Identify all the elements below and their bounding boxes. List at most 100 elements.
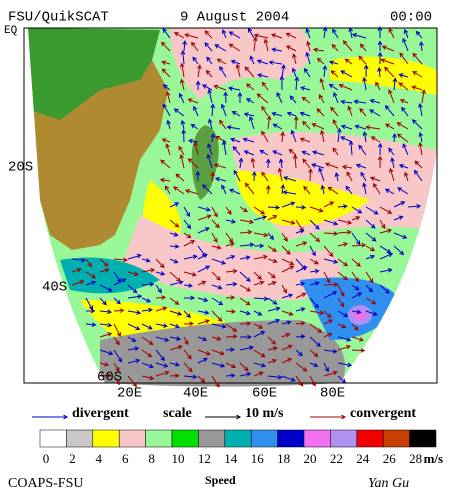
wind-arrow xyxy=(169,244,180,249)
wind-arrow xyxy=(99,373,112,378)
wind-arrow xyxy=(388,89,395,104)
wind-arrow xyxy=(337,229,352,235)
wind-arrow xyxy=(309,258,319,265)
wind-arrow xyxy=(351,271,359,283)
wind-arrow xyxy=(207,118,213,130)
wind-arrow xyxy=(169,345,183,351)
wind-arrow xyxy=(377,66,382,78)
wind-arrow xyxy=(204,42,213,52)
wind-arrow xyxy=(311,123,325,130)
wind-arrow xyxy=(323,258,339,264)
wind-arrow xyxy=(251,170,257,182)
wind-arrow xyxy=(184,33,199,39)
wind-arrow xyxy=(267,205,281,210)
wind-arrow xyxy=(219,65,227,78)
wind-arrow xyxy=(351,242,367,248)
wind-arrow xyxy=(159,177,171,183)
lon-label: 80E xyxy=(320,386,345,402)
wind-arrow xyxy=(179,153,185,169)
colorbar-swatch xyxy=(224,429,252,448)
wind-arrow xyxy=(337,258,349,267)
wind-arrow xyxy=(197,375,206,383)
wind-arrow xyxy=(213,84,227,91)
wind-arrow xyxy=(197,336,208,342)
wind-arrow xyxy=(165,91,171,104)
wind-arrow xyxy=(345,185,353,195)
wind-arrow xyxy=(113,349,123,363)
wind-arrow xyxy=(239,229,253,235)
wind-arrow xyxy=(267,280,277,286)
wind-arrow xyxy=(311,163,325,169)
wind-arrow xyxy=(141,349,153,358)
wind-arrow xyxy=(291,67,297,78)
wind-arrow xyxy=(239,310,251,316)
wind-arrow xyxy=(323,291,338,299)
wind-arrow xyxy=(418,103,423,117)
wind-arrow xyxy=(396,133,409,143)
speed-zone xyxy=(100,320,345,387)
wind-arrow xyxy=(127,294,143,299)
wind-arrow xyxy=(381,45,395,52)
wind-arrow xyxy=(295,362,308,372)
wind-arrow xyxy=(322,64,328,78)
wind-arrow xyxy=(253,371,264,377)
wind-arrow xyxy=(323,370,338,377)
wind-arrow xyxy=(301,96,311,104)
lat-label: 20S xyxy=(8,160,33,176)
wind-arrow xyxy=(141,297,152,303)
wind-arrow xyxy=(360,171,367,182)
wind-arrow xyxy=(334,172,340,182)
madagascar xyxy=(191,125,219,200)
wind-arrow xyxy=(257,73,269,78)
wind-arrow xyxy=(384,123,395,130)
wind-arrow xyxy=(197,253,208,260)
lon-label: 40E xyxy=(183,386,208,402)
wind-arrow xyxy=(211,323,227,329)
wind-arrow xyxy=(214,44,227,52)
wind-arrow xyxy=(294,76,300,91)
speed-zone xyxy=(300,277,400,340)
wind-arrow xyxy=(267,297,278,305)
wind-arrow xyxy=(271,47,283,53)
wind-arrow xyxy=(162,103,171,117)
colorbar-unit: m/s xyxy=(424,451,444,466)
wind-arrow xyxy=(308,168,313,182)
wind-arrow xyxy=(354,124,367,130)
lat-label: 60S xyxy=(97,370,122,386)
colorbar-swatch xyxy=(92,429,120,448)
wind-arrow xyxy=(243,150,255,156)
wind-arrow xyxy=(300,86,311,91)
wind-arrow xyxy=(169,310,183,316)
colorbar-tick: 24 xyxy=(356,451,370,466)
wind-arrow xyxy=(323,310,332,319)
wind-arrow xyxy=(253,296,269,302)
wind-arrow xyxy=(346,171,353,182)
wind-arrow xyxy=(211,349,225,356)
wind-arrow xyxy=(225,347,236,353)
wind-arrow xyxy=(328,83,339,91)
wind-arrow xyxy=(418,141,423,156)
wind-arrow xyxy=(411,85,423,91)
wind-arrow xyxy=(239,372,252,377)
wind-arrow xyxy=(127,284,138,294)
wind-arrow xyxy=(155,362,169,368)
legend-divergent: divergent xyxy=(72,406,129,421)
wind-arrow xyxy=(327,186,339,195)
wind-arrow xyxy=(169,373,180,379)
wind-arrow xyxy=(265,158,271,169)
wind-arrow xyxy=(292,53,297,65)
wind-arrow xyxy=(281,375,296,382)
wind-arrow xyxy=(191,41,199,52)
wind-arrow xyxy=(302,120,311,130)
wind-arrow xyxy=(190,123,199,130)
wind-arrow xyxy=(239,362,249,372)
wind-arrow xyxy=(244,66,255,78)
wind-arrow xyxy=(204,30,213,39)
wind-arrow xyxy=(71,257,86,263)
wind-arrow xyxy=(202,84,213,91)
wind-arrow xyxy=(221,184,227,195)
wind-arrow xyxy=(415,30,423,39)
wind-arrow xyxy=(197,206,211,212)
wind-arrow xyxy=(370,136,381,143)
speed-zone xyxy=(354,310,366,320)
